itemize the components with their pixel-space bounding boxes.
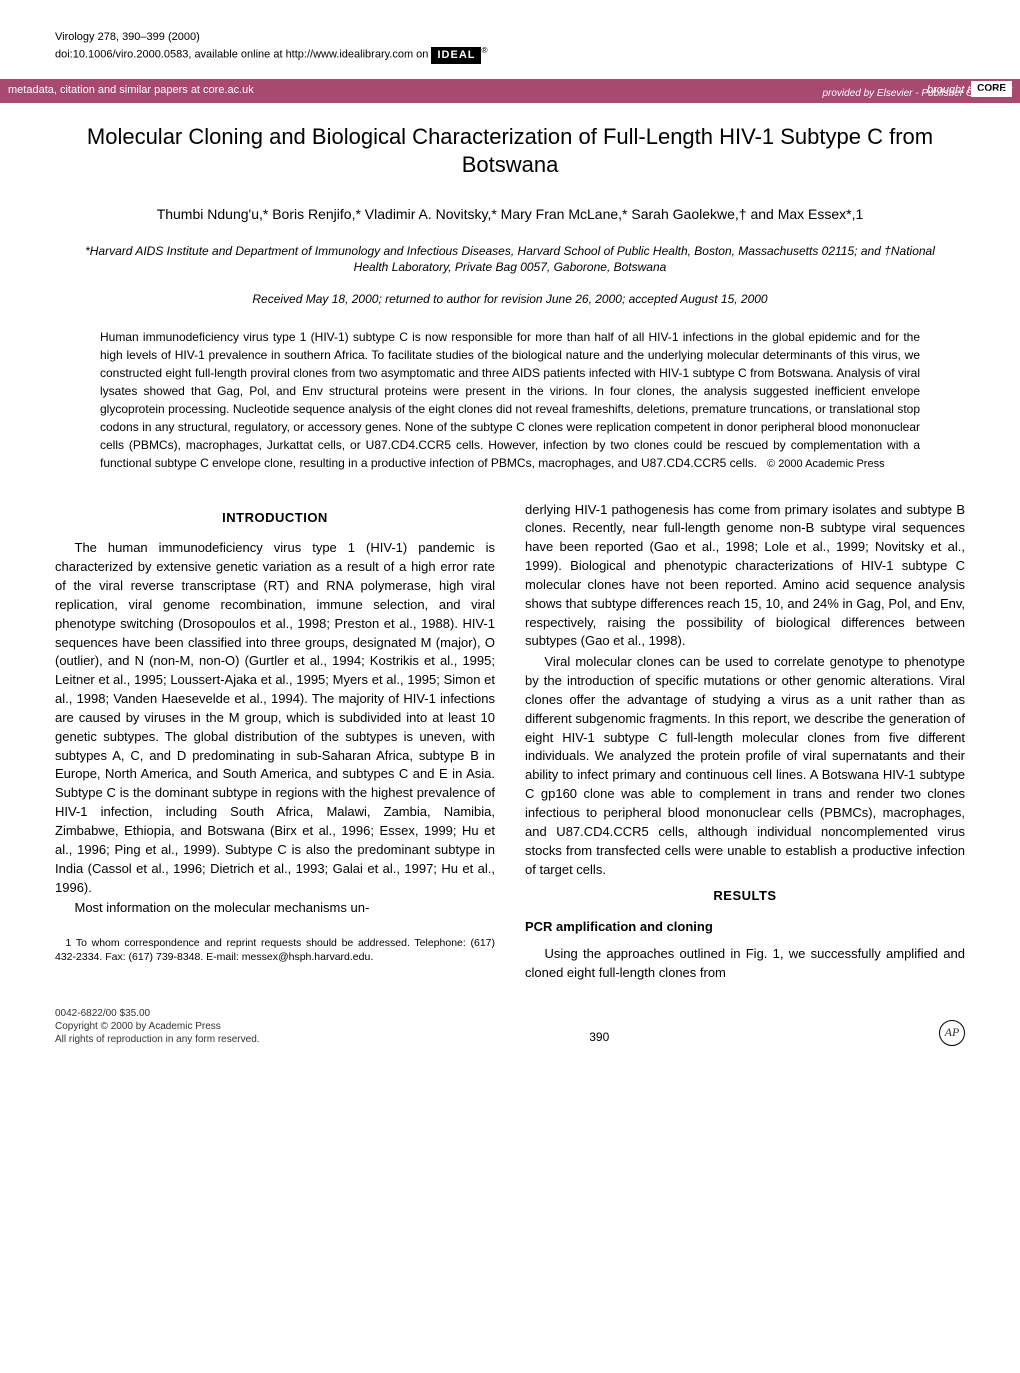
paper-page: Virology 278, 390–399 (2000) doi:10.1006… [0, 0, 1020, 1086]
abstract: Human immunodeficiency virus type 1 (HIV… [55, 328, 965, 473]
right-column: derlying HIV-1 pathogenesis has come fro… [525, 501, 965, 985]
pcr-heading: PCR amplification and cloning [525, 918, 965, 937]
journal-doi: doi:10.1006/viro.2000.0583, available on… [55, 45, 965, 64]
col2-paragraph-2: Viral molecular clones can be used to co… [525, 653, 965, 879]
academic-press-logo: AP [939, 1020, 965, 1046]
footer-rights: All rights of reproduction in any form r… [55, 1033, 260, 1046]
footer-left: 0042-6822/00 $35.00 Copyright © 2000 by … [55, 1007, 260, 1046]
authors: Thumbi Ndung'u,* Boris Renjifo,* Vladimi… [55, 205, 965, 225]
two-column-body: INTRODUCTION The human immunodeficiency … [55, 501, 965, 985]
col2-paragraph-1: derlying HIV-1 pathogenesis has come fro… [525, 501, 965, 652]
journal-citation: Virology 278, 390–399 (2000) [55, 30, 965, 45]
page-number: 390 [589, 1029, 609, 1046]
intro-paragraph-2: Most information on the molecular mechan… [55, 899, 495, 918]
abstract-copyright: © 2000 Academic Press [767, 458, 885, 470]
intro-heading: INTRODUCTION [55, 509, 495, 528]
affiliations: *Harvard AIDS Institute and Department o… [55, 243, 965, 277]
paper-title: Molecular Cloning and Biological Charact… [55, 123, 965, 180]
page-footer: 0042-6822/00 $35.00 Copyright © 2000 by … [55, 1007, 965, 1046]
core-left: metadata, citation and similar papers at… [8, 83, 254, 98]
intro-paragraph-1: The human immunodeficiency virus type 1 … [55, 539, 495, 897]
left-column: INTRODUCTION The human immunodeficiency … [55, 501, 495, 985]
journal-header: Virology 278, 390–399 (2000) doi:10.1006… [55, 30, 965, 64]
dates: Received May 18, 2000; returned to autho… [55, 291, 965, 308]
abstract-text: Human immunodeficiency virus type 1 (HIV… [100, 330, 920, 470]
core-provided: provided by Elsevier - Publisher Connect… [822, 87, 1012, 101]
ideal-logo: IDEAL [431, 47, 481, 64]
footer-copyright: Copyright © 2000 by Academic Press [55, 1020, 260, 1033]
pcr-paragraph-1: Using the approaches outlined in Fig. 1,… [525, 945, 965, 983]
core-banner: metadata, citation and similar papers at… [0, 79, 1020, 102]
corresponding-footnote: 1 To whom correspondence and reprint req… [55, 936, 495, 964]
footer-issn: 0042-6822/00 $35.00 [55, 1007, 260, 1020]
results-heading: RESULTS [525, 887, 965, 906]
